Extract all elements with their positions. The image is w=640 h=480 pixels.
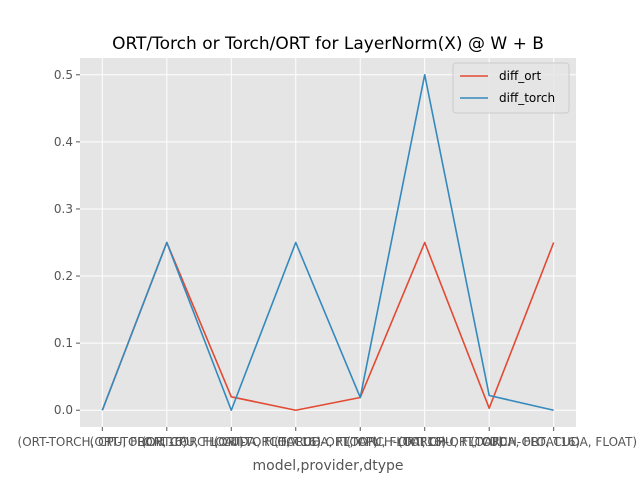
y-tick-label: 0.1 (54, 336, 73, 350)
x-tick-label: (TORCH-ORT, CPU, FLOAT) (346, 435, 503, 449)
chart-title: ORT/Torch or Torch/ORT for LayerNorm(X) … (112, 34, 544, 54)
x-axis-label: model,provider,dtype (253, 458, 404, 474)
y-tick-label: 0.2 (54, 269, 73, 283)
x-tick-labels: (ORT-TORCH, CPU, FLOAT16)(ORT-TORCH, CPU… (18, 435, 638, 449)
legend-label-diff_torch: diff_torch (499, 91, 555, 105)
plot-area (80, 58, 576, 427)
x-tick-label: (TORCH-ORT, CUDA, FLOAT) (470, 435, 637, 449)
legend: diff_ort diff_torch (452, 62, 570, 114)
x-tick-label: (TORCH-ORT, CPU, FLOAT16) (274, 435, 446, 449)
y-tick-label: 0.3 (54, 202, 73, 216)
series-line-diff_torch (101, 73, 554, 412)
legend-label-diff_ort: diff_ort (499, 69, 541, 83)
x-tick-label: (ORT-TORCH, CPU, FLOAT) (90, 435, 244, 449)
x-tick-label: (ORT-TORCH, CUDA, FLOAT16) (141, 435, 321, 449)
x-tick-label: (ORT-TORCH, CUDA, FLOAT) (214, 435, 378, 449)
x-tick-label: (TORCH-ORT, CUDA, FLOAT16) (398, 435, 580, 449)
x-tick-label: (ORT-TORCH, CPU, FLOAT16) (18, 435, 188, 449)
y-tick-label: 0.0 (54, 403, 73, 417)
series-lines (101, 73, 555, 412)
y-tick-labels: 0.0 0.1 0.2 0.3 0.4 0.5 (54, 68, 73, 417)
series-line-diff_ort (101, 241, 555, 412)
y-tick-label: 0.5 (54, 68, 73, 82)
y-tick-label: 0.4 (54, 135, 73, 149)
